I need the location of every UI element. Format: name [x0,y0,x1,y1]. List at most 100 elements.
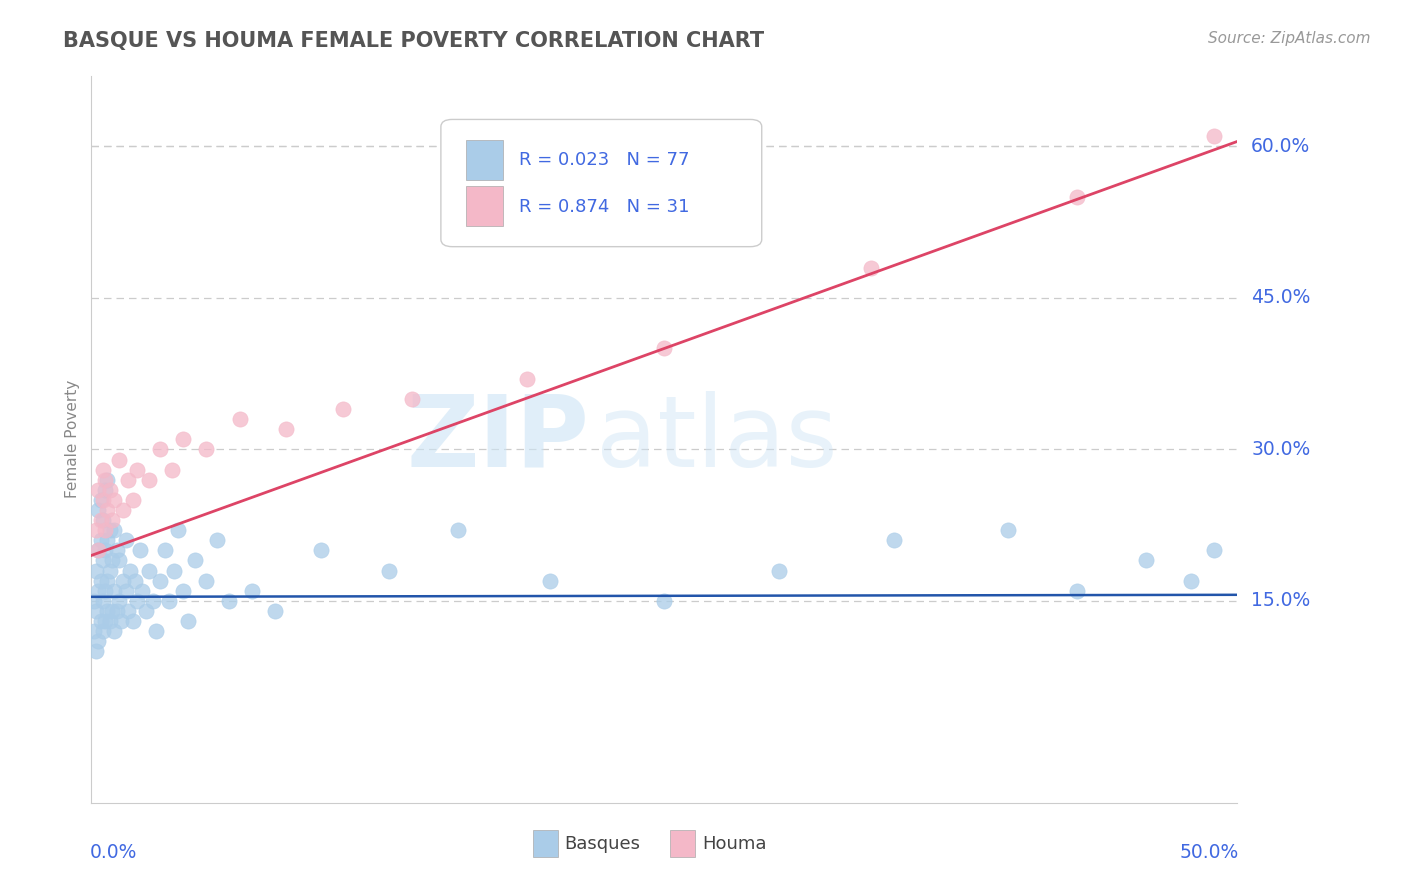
Point [112,574,135,588]
Point [332,402,354,417]
Point [90,614,112,628]
Point [183,553,205,567]
Point [229,412,252,426]
Point [91,513,114,527]
Text: R = 0.023   N = 77: R = 0.023 N = 77 [519,151,689,169]
Point [127,594,149,608]
Point [103,523,125,537]
Point [149,442,172,457]
Point [110,614,132,628]
Point [94,473,117,487]
Point [1204,129,1226,144]
Point [101,513,124,527]
Point [128,543,150,558]
Point [1066,190,1088,204]
Point [87,483,110,497]
Point [101,604,124,618]
Text: 50.0%: 50.0% [1180,843,1239,862]
Point [91,492,114,507]
Point [276,422,298,436]
Point [84,523,107,537]
Point [114,583,136,598]
Point [120,564,142,578]
Text: Houma: Houma [702,835,766,853]
Point [84,644,107,658]
Text: Basques: Basques [565,835,641,853]
Point [96,533,118,548]
Point [96,574,118,588]
Text: 45.0%: 45.0% [1251,288,1310,308]
Point [1180,574,1202,588]
Point [91,624,114,639]
Point [172,583,194,598]
Point [94,583,117,598]
Point [90,574,112,588]
Text: Source: ZipAtlas.com: Source: ZipAtlas.com [1208,31,1371,46]
Text: atlas: atlas [596,391,837,488]
Point [1135,553,1157,567]
Point [84,604,107,618]
Point [90,492,112,507]
Point [138,564,160,578]
Point [997,523,1019,537]
Point [94,543,117,558]
Point [401,392,423,406]
Point [90,533,112,548]
Point [96,473,118,487]
Text: 30.0%: 30.0% [1251,440,1310,458]
Point [121,492,143,507]
Text: ZIP: ZIP [406,391,591,488]
Point [194,574,217,588]
Point [145,624,167,639]
Point [117,473,139,487]
Point [87,634,110,648]
Point [859,260,882,275]
Point [163,564,186,578]
Bar [533,830,558,857]
Point [87,543,110,558]
Point [87,503,110,517]
Point [94,523,117,537]
Point [652,594,675,608]
Point [96,503,118,517]
Point [176,614,198,628]
Bar [467,186,503,227]
Point [98,614,121,628]
Point [142,594,165,608]
Point [138,473,160,487]
Point [94,614,117,628]
Point [218,594,240,608]
Point [117,604,139,618]
Point [538,574,561,588]
Text: R = 0.874   N = 31: R = 0.874 N = 31 [519,198,689,216]
Point [103,624,125,639]
Point [114,533,136,548]
Point [121,614,143,628]
Point [108,553,131,567]
Text: 0.0%: 0.0% [90,843,138,862]
Text: 15.0%: 15.0% [1251,591,1310,610]
Point [207,533,229,548]
Point [149,574,172,588]
Y-axis label: Female Poverty: Female Poverty [65,380,80,499]
Point [84,564,107,578]
Point [240,583,263,598]
Point [378,564,401,578]
Point [105,543,128,558]
Point [83,624,105,639]
Point [157,594,180,608]
Text: 60.0%: 60.0% [1251,137,1310,156]
Point [91,553,114,567]
Point [94,483,117,497]
Point [124,574,146,588]
Point [108,594,131,608]
Point [112,503,135,517]
Point [87,543,110,558]
Point [87,583,110,598]
Point [194,442,217,457]
FancyBboxPatch shape [441,120,762,247]
Point [90,513,112,527]
Point [91,462,114,476]
Point [98,483,121,497]
Text: BASQUE VS HOUMA FEMALE POVERTY CORRELATION CHART: BASQUE VS HOUMA FEMALE POVERTY CORRELATI… [63,31,765,51]
